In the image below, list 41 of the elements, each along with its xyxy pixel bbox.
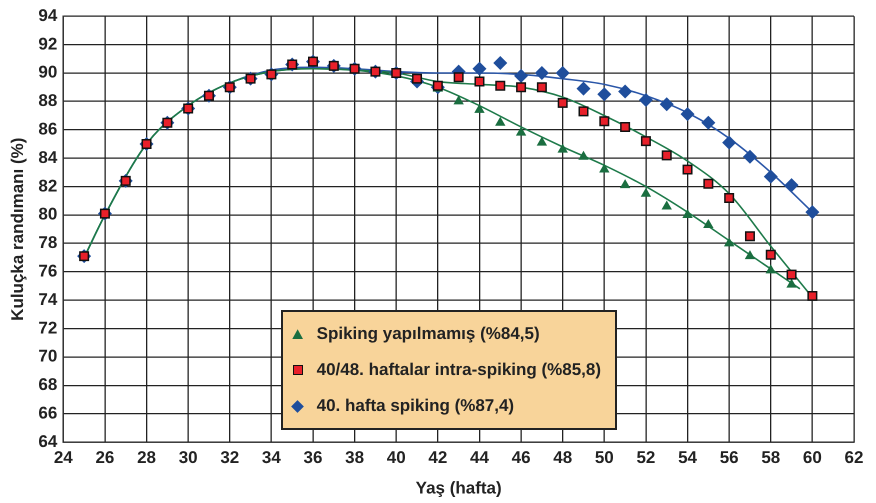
legend-label: Spiking yapılmamış (%84,5) — [316, 324, 540, 344]
y-tick-label: 72 — [38, 318, 58, 338]
x-tick-label: 36 — [304, 448, 322, 468]
y-tick-label: 92 — [38, 34, 58, 54]
legend-label: 40. hafta spiking (%87,4) — [316, 396, 514, 416]
y-tick-label: 80 — [38, 204, 58, 224]
y-tick-label: 90 — [38, 62, 58, 82]
x-tick-label: 50 — [594, 448, 614, 468]
x-tick-label: 24 — [54, 448, 74, 468]
y-axis-title: Kuluçka randımanı (%) — [8, 138, 27, 321]
y-tick-label: 94 — [38, 6, 58, 25]
x-tick-label: 52 — [636, 448, 656, 468]
y-tick-label: 82 — [38, 176, 58, 196]
x-tick-label: 26 — [95, 448, 114, 468]
x-tick-label: 54 — [678, 448, 698, 468]
x-tick-label: 30 — [178, 448, 198, 468]
x-tick-label: 40 — [386, 448, 406, 468]
x-tick-label: 28 — [137, 448, 156, 468]
y-tick-label: 74 — [38, 290, 58, 309]
x-tick-label: 44 — [470, 448, 490, 468]
y-tick-label: 66 — [38, 403, 58, 422]
y-tick-label: 76 — [38, 261, 58, 280]
x-tick-label: 32 — [220, 448, 240, 468]
y-tick-label: 84 — [38, 148, 58, 167]
x-tick-label: 38 — [345, 448, 364, 468]
y-tick-label: 64 — [38, 432, 58, 451]
y-tick-label: 88 — [38, 91, 58, 110]
x-tick-label: 62 — [844, 448, 864, 468]
x-tick-label: 56 — [720, 448, 739, 468]
x-tick-label: 42 — [428, 448, 448, 468]
x-tick-label: 46 — [512, 448, 531, 468]
x-tick-label: 34 — [262, 448, 282, 468]
y-tick-label: 86 — [38, 119, 58, 138]
x-axis-title: Yaş (hafta) — [416, 478, 502, 498]
y-tick-label: 68 — [38, 375, 58, 394]
legend-label: 40/48. haftalar intra-spiking (%85,8) — [316, 360, 602, 380]
y-tick-label: 78 — [38, 233, 58, 252]
x-tick-label: 48 — [553, 448, 572, 468]
x-tick-label: 58 — [761, 448, 780, 468]
x-tick-label: 60 — [802, 448, 822, 468]
y-tick-label: 70 — [38, 346, 58, 366]
